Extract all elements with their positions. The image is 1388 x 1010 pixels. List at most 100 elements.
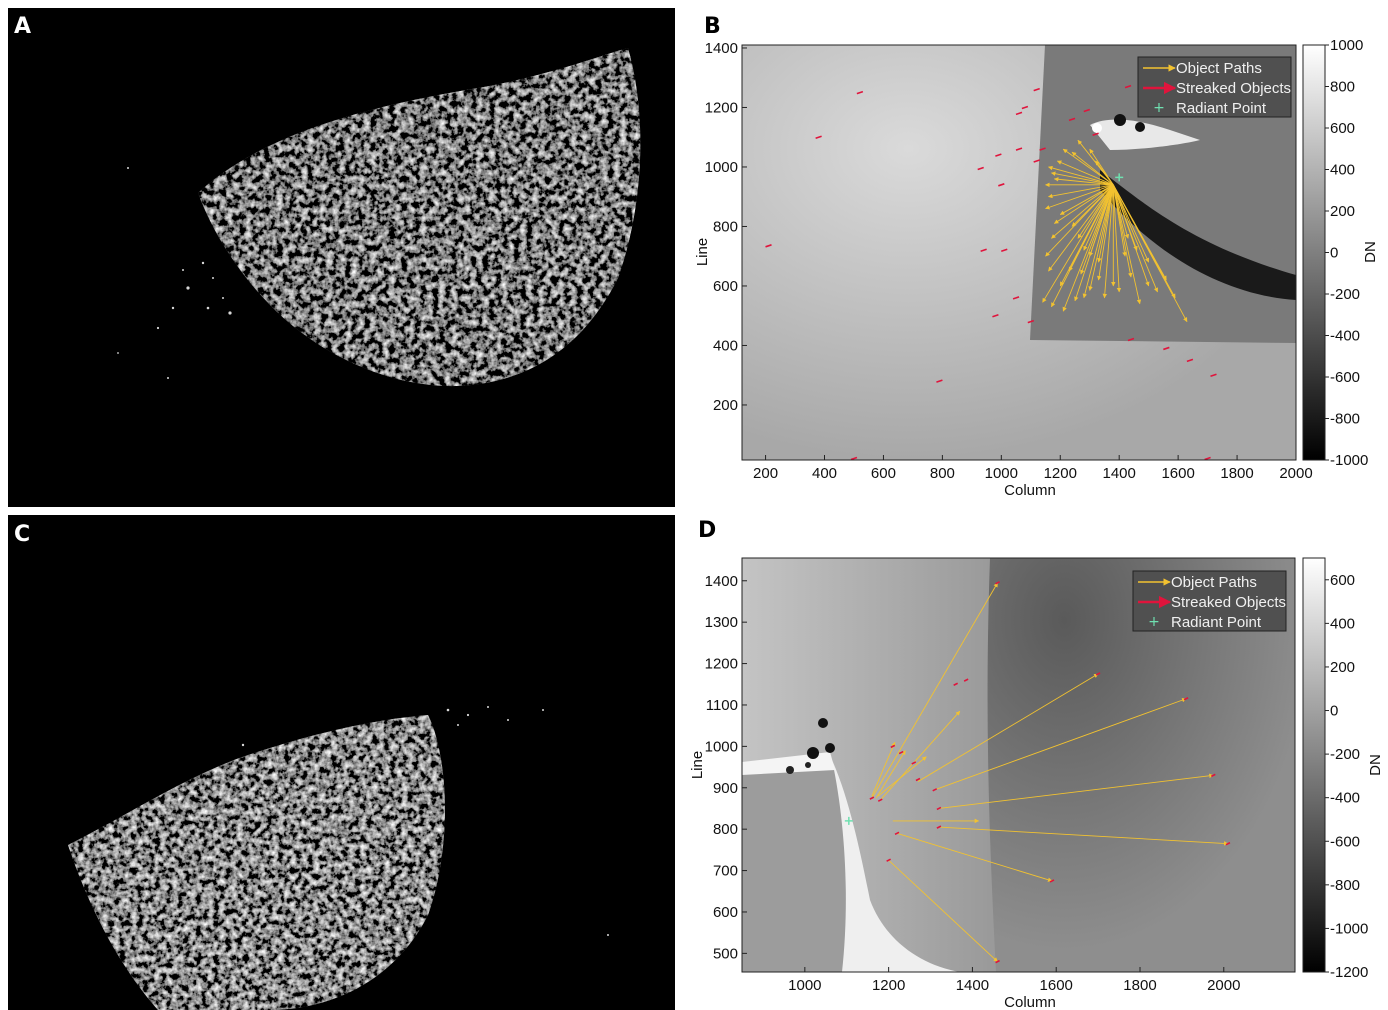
colorbar-tick-label: -800 [1330,877,1360,894]
object-path [917,673,1099,782]
object-path [1068,184,1114,272]
asteroid-limb-bright [832,760,960,972]
object-path [1056,160,1114,186]
y-tick-label: 800 [713,821,738,838]
y-tick-label: 200 [713,397,738,414]
object-path [1062,148,1114,186]
streaked-object [1092,132,1099,137]
streaked-object [936,825,942,829]
streaked-object [998,183,1005,187]
x-tick-label: 1600 [1040,977,1073,994]
object-path [871,582,998,799]
legend: Object Paths Streaked Objects + Radiant … [1137,56,1292,118]
object-path [1082,184,1114,299]
object-path [1059,184,1114,215]
object-path [1080,184,1114,275]
x-axis-label: Column [1004,482,1056,499]
colorbar-label: DN [1362,241,1379,263]
y-tick-label: 600 [713,278,738,295]
object-path [1088,184,1114,291]
streaked-object [977,166,984,171]
streaked-object [1210,373,1217,377]
streaked-object [1095,672,1101,676]
panel-label-b: B [704,14,721,39]
legend: Object Paths Streaked Objects + Radiant … [1132,570,1287,632]
object-path [1112,184,1122,293]
x-tick-label: 1800 [1123,977,1156,994]
x-tick-label: 2000 [1279,465,1312,482]
x-tick-label: 1200 [872,977,905,994]
streaked-object [1124,84,1132,89]
legend-streaked-objects: Streaked Objects [1176,80,1291,97]
colorbar-tick-label: -400 [1330,790,1360,807]
streaked-object [898,750,904,755]
colorbar-tick-label: 600 [1330,572,1355,589]
y-axis-label: Line [694,238,711,266]
asteroid-image-c [8,515,675,1010]
streaked-object [856,90,864,95]
asteroid-body-left [742,760,846,972]
object-path [1071,184,1114,227]
streaked-object [1127,337,1135,342]
streaked-object [953,682,959,686]
object-path [1112,184,1142,305]
panel-label-a: A [14,14,32,39]
asteroid-limb-bright [1090,119,1200,150]
streaked-object [992,313,999,318]
streaked-object [850,456,858,460]
object-path [1053,177,1114,186]
x-axis-label: Column [1004,994,1056,1010]
object-path [877,756,927,797]
object-path [875,750,906,799]
x-tick-label: 200 [753,465,778,482]
streaked-object [936,379,943,383]
y-axis-label: Line [689,751,706,779]
y-tick-label: 1400 [705,573,738,590]
x-tick-label: 1400 [1103,465,1136,482]
asteroid-shadow [1100,170,1296,300]
streaked-object [1210,773,1216,778]
y-tick-label: 1400 [705,40,738,57]
streaked-object [995,581,1000,585]
legend-radiant-point: Radiant Point [1171,614,1262,631]
streaked-object [995,153,1002,157]
streaked-object [1001,248,1008,253]
object-path [1096,184,1114,281]
streaked-object [1049,879,1055,883]
radiant-marker-icon: + [1148,614,1160,630]
streaked-object [1068,117,1076,122]
object-path [888,859,998,962]
object-path [1050,171,1114,186]
streaked-object [886,858,891,862]
streaked-object [894,831,900,836]
object-path [1048,165,1114,186]
streaked-object [1021,105,1029,110]
legend-streaked-objects: Streaked Objects [1171,594,1286,611]
streaked-object [915,777,921,782]
radiant-marker-icon: + [1153,100,1165,116]
object-path [1112,184,1159,293]
asteroid-image-a [8,8,675,507]
x-tick-label: 2000 [1207,977,1240,994]
colorbar-tick-label: -800 [1330,411,1360,428]
streaked-object [1083,108,1091,113]
object-path [1045,184,1114,210]
colorbar-tick-label: -200 [1330,286,1360,303]
radiant-point [844,816,853,825]
y-tick-label: 1100 [706,697,738,714]
colorbar-tick-label: -1000 [1330,920,1368,937]
streaked-object [980,248,987,253]
colorbar-tick-label: -1000 [1330,452,1368,469]
streaked-object [963,678,969,682]
object-path [1112,184,1130,239]
colorbar-tick-label: 600 [1330,120,1355,137]
streaked-object [765,244,772,248]
streaked-object [1183,697,1189,701]
object-path [938,826,1229,846]
object-path [879,710,961,801]
right-difference-region [987,558,1295,972]
colorbar-tick-label: -200 [1330,746,1360,763]
object-path [1083,184,1114,251]
